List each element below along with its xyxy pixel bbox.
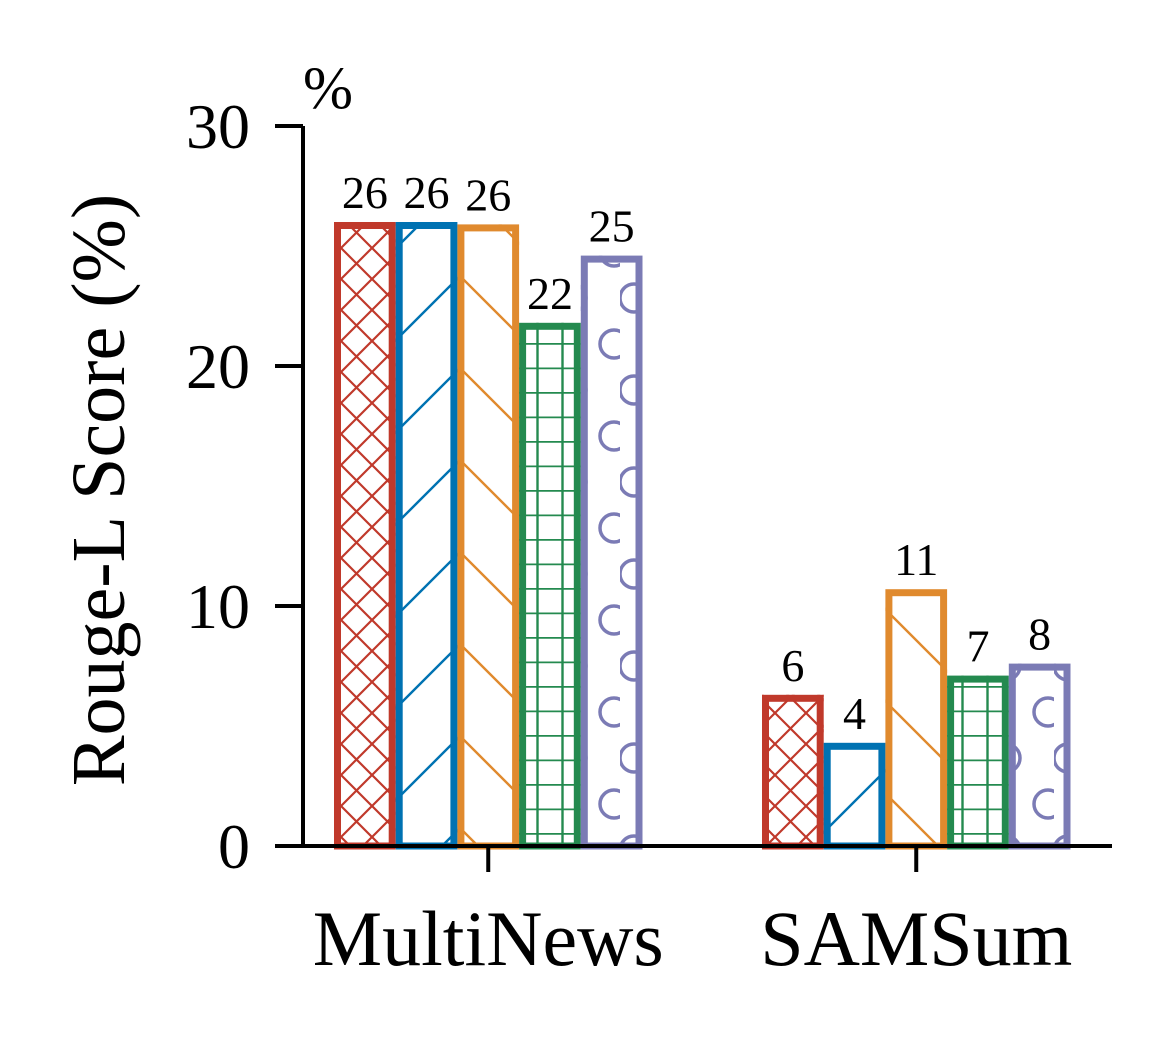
- data-label-s3-c0: 22: [527, 268, 573, 319]
- data-label-s0-c0: 26: [342, 167, 388, 218]
- data-label-s4-c0: 25: [589, 201, 635, 252]
- y-tick-group: 0 10 20 30: [186, 91, 303, 882]
- bar-fill-s3-c1: [947, 675, 1009, 846]
- y-tick-label-2: 20: [186, 331, 250, 402]
- data-label-s1-c0: 26: [404, 167, 450, 218]
- data-label-s4-c1: 8: [1028, 609, 1051, 660]
- x-tick-label-0: MultiNews: [313, 895, 664, 982]
- y-tick-label-1: 10: [186, 571, 250, 642]
- bar-group: [334, 222, 1071, 850]
- x-tick-group: MultiNews SAMSum: [313, 846, 1072, 982]
- data-label-s0-c1: 6: [781, 640, 804, 691]
- bar-fill-s1-c0: [395, 222, 458, 846]
- data-label-s2-c1: 11: [894, 534, 938, 585]
- data-label-s3-c1: 7: [966, 621, 989, 672]
- bar-fill-s1-c1: [823, 742, 886, 846]
- data-label-s2-c0: 26: [465, 169, 511, 220]
- y-tick-label-3: 30: [186, 91, 250, 162]
- y-axis-label: Rouge-L Score (%): [57, 194, 141, 786]
- data-label-s1-c1: 4: [843, 688, 866, 739]
- bar-fill-s0-c0: [334, 222, 396, 846]
- data-label-group: 26 26 26 22 25 64 11 7 8: [342, 167, 1051, 739]
- bar-fill-s0-c1: [762, 694, 824, 846]
- bar-fill-s2-c0: [457, 224, 520, 846]
- y-unit-label: %: [303, 55, 353, 121]
- bar-fill-s4-c0: [580, 255, 643, 847]
- x-tick-label-1: SAMSum: [760, 895, 1072, 982]
- y-tick-label-0: 0: [218, 811, 250, 882]
- bar-fill-s2-c1: [885, 589, 948, 846]
- bar-fill-s4-c1: [1008, 663, 1071, 846]
- bar-fill-s3-c0: [519, 322, 581, 846]
